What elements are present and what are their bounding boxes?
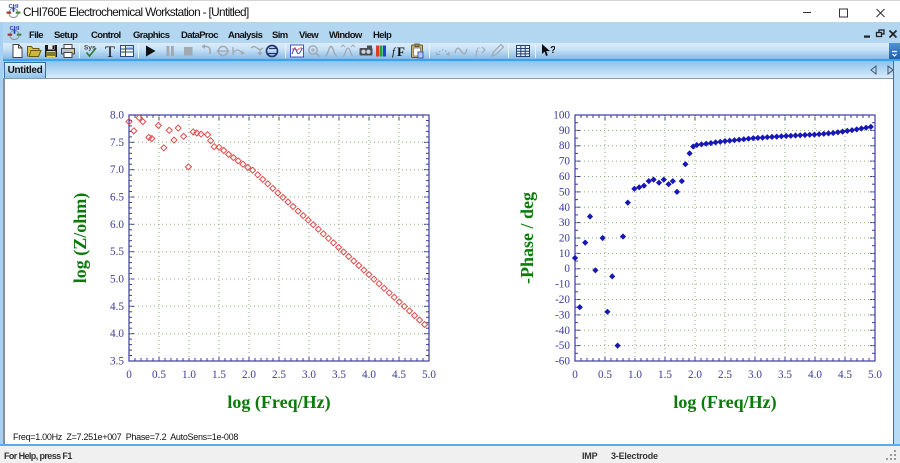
svg-text:40: 40: [559, 202, 571, 214]
svg-text:F: F: [397, 44, 405, 59]
svg-text:30: 30: [559, 217, 571, 229]
svg-text:6.5: 6.5: [110, 192, 124, 204]
svg-text:0: 0: [126, 369, 132, 381]
svg-text:2.5: 2.5: [272, 369, 286, 381]
svg-text:log (Freq/Hz): log (Freq/Hz): [227, 392, 330, 413]
svg-text:1.0: 1.0: [628, 369, 642, 381]
svg-text:5.0: 5.0: [110, 274, 124, 286]
svg-text:log (Freq/Hz): log (Freq/Hz): [673, 392, 776, 413]
svg-text:90: 90: [559, 125, 571, 137]
svg-text:-40: -40: [555, 325, 570, 337]
svg-text:7.0: 7.0: [110, 164, 124, 176]
svg-text:60: 60: [559, 171, 571, 183]
svg-text:0.5: 0.5: [152, 369, 166, 381]
svg-text:70: 70: [559, 156, 571, 168]
svg-text:1.5: 1.5: [212, 369, 226, 381]
svg-text:-10: -10: [555, 279, 570, 291]
svg-text:5.0: 5.0: [868, 369, 882, 381]
svg-text:Sys: Sys: [84, 45, 96, 52]
svg-text:?: ?: [550, 45, 555, 56]
svg-text:4.5: 4.5: [838, 369, 852, 381]
svg-text:4.5: 4.5: [392, 369, 406, 381]
svg-text:ƒ: ƒ: [474, 44, 480, 58]
svg-text:4.0: 4.0: [110, 328, 124, 340]
svg-text:0: 0: [572, 369, 578, 381]
svg-text:4.5: 4.5: [110, 301, 124, 313]
svg-text:100: 100: [553, 110, 570, 122]
svg-text:3.0: 3.0: [748, 369, 762, 381]
svg-text:1.0: 1.0: [182, 369, 196, 381]
svg-text:f: f: [392, 46, 397, 58]
svg-text:T: T: [105, 44, 115, 59]
svg-text:5.5: 5.5: [110, 246, 124, 258]
svg-text:-60: -60: [555, 356, 570, 368]
svg-text:-Phase / deg: -Phase / deg: [517, 192, 537, 284]
svg-text:0: 0: [564, 263, 570, 275]
svg-text:-30: -30: [555, 309, 570, 321]
svg-text:50: 50: [559, 186, 571, 198]
svg-text:4.0: 4.0: [808, 369, 822, 381]
svg-text:3.5: 3.5: [778, 369, 792, 381]
svg-text:0.5: 0.5: [598, 369, 612, 381]
svg-text:log (Z/ohm): log (Z/ohm): [70, 193, 91, 284]
svg-text:2.0: 2.0: [688, 369, 702, 381]
svg-text:3.0: 3.0: [302, 369, 316, 381]
svg-text:3.5: 3.5: [110, 356, 124, 368]
svg-text:5.0: 5.0: [422, 369, 436, 381]
svg-text:10: 10: [559, 248, 571, 260]
svg-text:3.5: 3.5: [332, 369, 346, 381]
svg-text:80: 80: [559, 140, 571, 152]
svg-text:2.0: 2.0: [242, 369, 256, 381]
svg-text:2.5: 2.5: [718, 369, 732, 381]
svg-text:7.5: 7.5: [110, 137, 124, 149]
svg-text:-20: -20: [555, 294, 570, 306]
svg-text:-50: -50: [555, 340, 570, 352]
svg-text:20: 20: [559, 233, 571, 245]
svg-text:8.0: 8.0: [110, 110, 124, 122]
svg-text:4.0: 4.0: [362, 369, 376, 381]
svg-text:6.0: 6.0: [110, 219, 124, 231]
svg-text:1.5: 1.5: [658, 369, 672, 381]
